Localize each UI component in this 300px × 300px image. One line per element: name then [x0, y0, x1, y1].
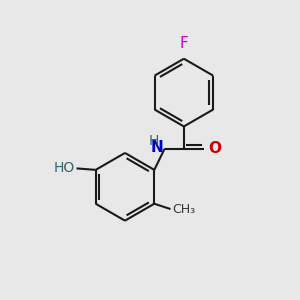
- Text: CH₃: CH₃: [172, 203, 195, 216]
- Text: O: O: [208, 141, 221, 156]
- Text: H: H: [148, 134, 159, 148]
- Text: F: F: [179, 36, 188, 51]
- Text: HO: HO: [54, 161, 75, 175]
- Text: N: N: [151, 140, 163, 155]
